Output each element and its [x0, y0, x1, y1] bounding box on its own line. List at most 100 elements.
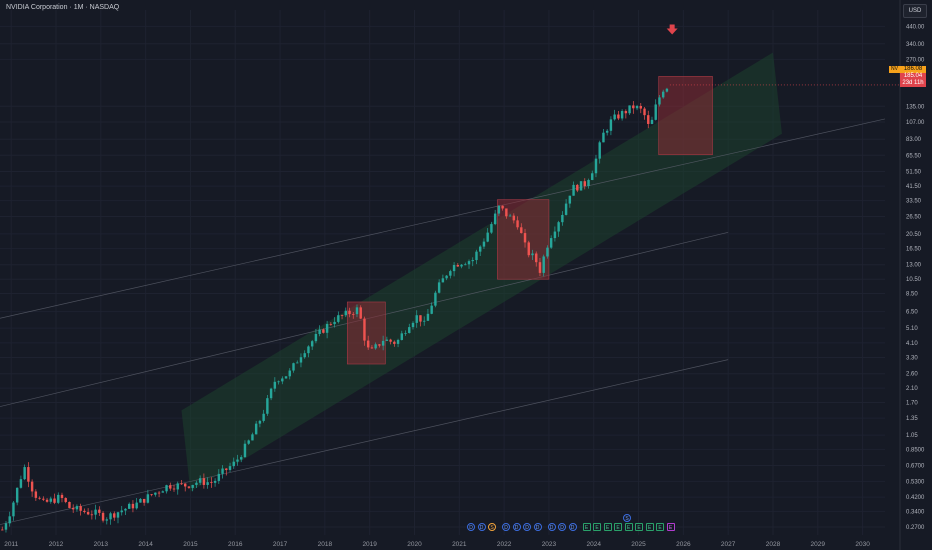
candle-body	[90, 514, 94, 516]
candle-body	[165, 485, 168, 492]
trend-line	[0, 359, 729, 525]
x-tick-label: 2014	[138, 541, 153, 548]
candle-body	[654, 104, 657, 120]
event-marker[interactable]: D	[533, 523, 542, 531]
candle-body	[329, 323, 333, 325]
event-marker[interactable]: D	[477, 523, 486, 531]
candle-body	[389, 339, 392, 342]
y-tick-label: 0.3400	[906, 509, 925, 515]
candle-body	[422, 320, 426, 322]
candle-body	[213, 480, 217, 483]
candle-body	[236, 459, 239, 462]
candle-body	[370, 347, 374, 349]
candle-body	[464, 264, 467, 266]
candle-body	[385, 339, 389, 341]
candle-body	[299, 357, 303, 363]
candle-body	[68, 501, 71, 508]
candle-body	[344, 310, 347, 316]
candle-body	[400, 333, 404, 340]
event-marker[interactable]: E	[635, 523, 643, 531]
y-tick-label: 1.05	[906, 433, 918, 439]
candle-body	[516, 220, 519, 228]
event-marker[interactable]: E	[666, 523, 675, 531]
candle-body	[475, 251, 478, 261]
candle-body	[75, 506, 79, 510]
candle-body	[549, 238, 553, 248]
event-marker[interactable]: E	[656, 523, 664, 531]
candle-body	[542, 256, 545, 273]
candle-body	[98, 509, 101, 513]
candle-body	[232, 461, 235, 467]
event-marker[interactable]: S	[623, 514, 631, 522]
candle-body	[12, 502, 15, 517]
candle-body	[150, 494, 153, 496]
x-tick-label: 2022	[497, 541, 512, 548]
candle-body	[281, 378, 284, 382]
y-tick-label: 0.2700	[906, 525, 925, 531]
y-tick-label: 1.35	[906, 416, 918, 422]
candle-body	[587, 179, 590, 187]
y-tick-label: 33.50	[906, 199, 922, 205]
candle-body	[605, 130, 609, 133]
candle-body	[591, 173, 594, 180]
candle-body	[1, 529, 4, 531]
currency-button[interactable]: USD	[903, 4, 927, 18]
event-marker[interactable]: E	[582, 523, 591, 531]
event-marker[interactable]: E	[603, 523, 612, 531]
event-marker[interactable]: D	[568, 523, 577, 531]
candle-body	[568, 195, 572, 204]
last-price-label: 185.04	[900, 73, 926, 80]
candle-body	[247, 440, 250, 444]
event-marker[interactable]: E	[593, 523, 601, 531]
y-tick-label: 107.00	[906, 120, 925, 126]
candle-body	[79, 506, 82, 511]
event-marker[interactable]: D	[467, 523, 475, 531]
candle-body	[546, 247, 549, 257]
candle-body	[292, 363, 295, 371]
y-tick-label: 65.50	[906, 153, 922, 159]
candle-body	[34, 491, 38, 498]
event-marker[interactable]: E	[614, 523, 622, 531]
x-tick-label: 2019	[362, 541, 377, 548]
event-marker[interactable]: D	[547, 523, 556, 531]
candle-body	[609, 119, 613, 131]
candle-body	[355, 307, 359, 315]
candle-body	[471, 260, 474, 262]
candle-body	[284, 376, 288, 379]
y-tick-label: 16.50	[906, 247, 922, 253]
candle-body	[296, 362, 299, 364]
candle-body	[322, 329, 325, 333]
x-tick-label: 2028	[766, 541, 781, 548]
event-marker[interactable]: D	[512, 523, 521, 531]
candle-body	[523, 233, 527, 243]
candle-body	[8, 516, 11, 524]
candle-body	[4, 523, 8, 530]
price-tag: 186.08 185.04 23d 11h	[900, 66, 926, 87]
candle-body	[240, 457, 243, 460]
candle-body	[661, 91, 665, 98]
event-marker[interactable]: D	[523, 523, 531, 531]
bar-countdown-label: 23d 11h	[900, 80, 926, 87]
event-marker[interactable]: D	[502, 523, 510, 531]
candle-body	[572, 184, 575, 196]
candle-body	[352, 314, 355, 315]
candle-body	[501, 205, 504, 209]
y-tick-label: 0.4200	[906, 495, 925, 501]
candle-body	[624, 111, 628, 114]
candle-body	[254, 423, 258, 435]
candle-body	[512, 215, 516, 221]
event-marker[interactable]: D	[558, 523, 566, 531]
event-marker[interactable]: E	[624, 523, 633, 531]
candle-body	[576, 184, 579, 191]
y-tick-label: 13.00	[906, 263, 922, 269]
candle-body	[434, 292, 437, 306]
candle-body	[598, 142, 601, 159]
event-marker[interactable]: S	[488, 523, 496, 531]
candle-body	[456, 264, 460, 267]
candle-body	[467, 261, 471, 265]
event-marker[interactable]: E	[645, 523, 654, 531]
candle-body	[490, 224, 493, 233]
candle-body	[445, 275, 448, 279]
y-tick-label: 0.6700	[906, 463, 925, 469]
